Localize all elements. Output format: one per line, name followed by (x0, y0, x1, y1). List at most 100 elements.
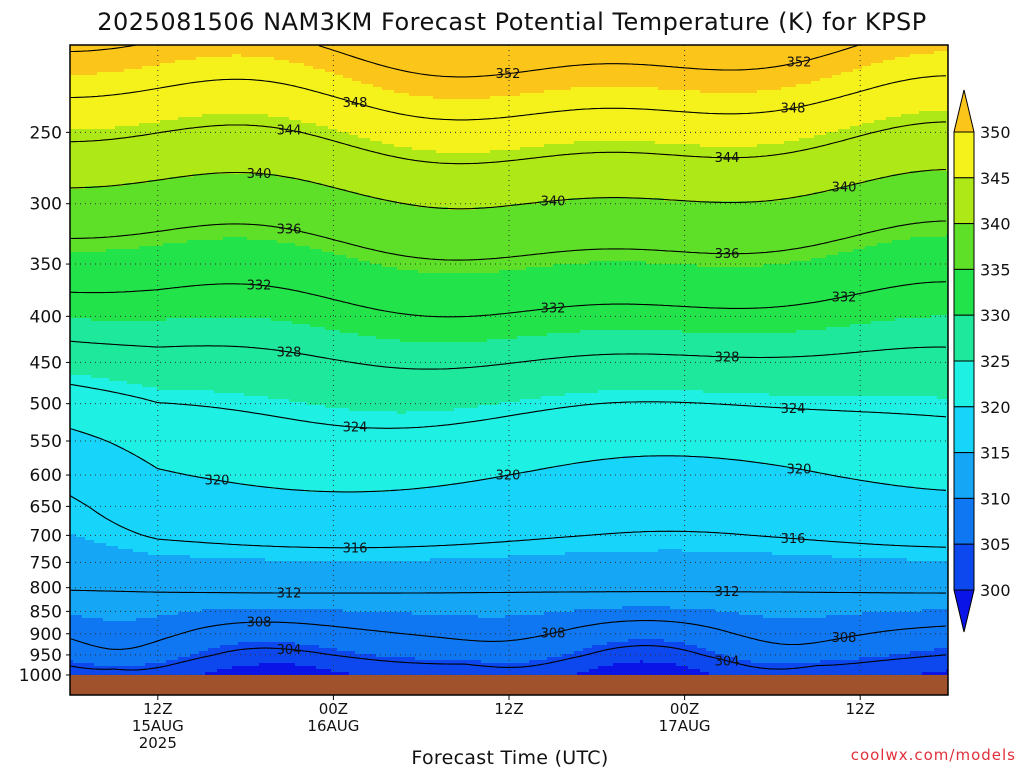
fill-cell (280, 177, 284, 244)
fill-cell (280, 117, 284, 178)
fill-cell (910, 45, 914, 55)
fill-cell (76, 129, 80, 190)
fill-cell (871, 123, 875, 181)
fill-cell (760, 267, 764, 334)
fill-cell (628, 639, 632, 664)
fill-cell (310, 45, 314, 67)
fill-cell (202, 114, 206, 175)
fill-cell (904, 558, 908, 613)
fill-cell (856, 396, 860, 481)
fill-cell (592, 462, 596, 553)
fill-cell (190, 240, 194, 319)
fill-cell (535, 660, 539, 676)
fill-cell (637, 330, 641, 391)
fill-cell (400, 489, 404, 562)
fill-cell (73, 45, 77, 76)
fill-cell (469, 483, 473, 559)
fill-cell (796, 84, 800, 142)
fill-cell (217, 45, 221, 58)
fill-cell (655, 663, 659, 676)
fill-cell (139, 666, 143, 676)
fill-cell (538, 336, 542, 400)
fill-cell (601, 609, 605, 646)
fill-cell (802, 555, 806, 619)
fill-cell (118, 126, 122, 187)
fill-cell (403, 561, 407, 613)
fill-cell (589, 669, 593, 676)
fill-cell (256, 642, 260, 667)
fill-cell (370, 411, 374, 493)
fill-cell (502, 558, 506, 619)
fill-cell (691, 333, 695, 391)
fill-cell (526, 204, 530, 268)
fill-cell (262, 486, 266, 559)
fill-cell (613, 642, 617, 664)
fill-cell (925, 111, 929, 172)
fill-cell (133, 183, 137, 250)
fill-cell (538, 555, 542, 616)
fill-cell (820, 330, 824, 397)
fill-cell (547, 45, 551, 91)
fill-cell (904, 486, 908, 559)
fill-cell (562, 264, 566, 334)
fill-cell (865, 45, 869, 67)
fill-cell (724, 201, 728, 268)
fill-cell (688, 144, 692, 202)
fill-cell (652, 456, 656, 553)
fill-cell (676, 642, 680, 667)
fill-cell (550, 333, 554, 397)
colorbar-tick-label: 345 (980, 169, 1011, 188)
fill-cell (814, 45, 818, 82)
fill-cell (556, 612, 560, 658)
fill-cell (250, 396, 254, 487)
fill-cell (511, 45, 515, 97)
fill-cell (298, 561, 302, 610)
fill-cell (910, 114, 914, 172)
fill-cell (904, 174, 908, 241)
fill-cell (694, 456, 698, 553)
fill-cell (562, 612, 566, 655)
fill-cell (349, 135, 353, 193)
fill-cell (484, 207, 488, 274)
fill-cell (862, 657, 866, 676)
fill-cell (163, 180, 167, 244)
fill-cell (190, 390, 194, 478)
fill-cell (907, 45, 911, 58)
fill-cell (88, 252, 92, 319)
fill-cell (916, 171, 920, 238)
colorbar-tick-label: 320 (980, 398, 1011, 417)
fill-cell (484, 558, 488, 619)
fill-cell (535, 267, 539, 337)
fill-cell (286, 489, 290, 562)
fill-cell (388, 267, 392, 340)
fill-cell (868, 246, 872, 325)
fill-cell (829, 474, 833, 556)
fill-cell (451, 210, 455, 274)
fill-cell (775, 264, 779, 334)
fill-cell (307, 180, 311, 247)
fill-cell (505, 402, 509, 475)
fill-cell (160, 321, 164, 391)
fill-cell (907, 396, 911, 487)
fill-cell (670, 663, 674, 676)
fill-cell (202, 558, 206, 610)
fill-cell (307, 492, 311, 562)
fill-cell (502, 96, 506, 151)
fill-cell (100, 129, 104, 187)
fill-cell (655, 87, 659, 145)
fill-cell (850, 558, 854, 616)
fill-cell (841, 129, 845, 187)
fill-cell (223, 318, 227, 394)
fill-cell (412, 150, 416, 205)
fill-cell (322, 69, 326, 127)
fill-cell (739, 552, 743, 616)
fill-cell (331, 408, 335, 493)
fill-cell (649, 663, 653, 676)
fill-cell (148, 180, 152, 247)
fill-cell (694, 45, 698, 91)
fill-cell (106, 45, 110, 73)
fill-cell (775, 555, 779, 619)
fill-cell (220, 174, 224, 241)
fill-cell (508, 150, 512, 208)
fill-cell (331, 609, 335, 649)
